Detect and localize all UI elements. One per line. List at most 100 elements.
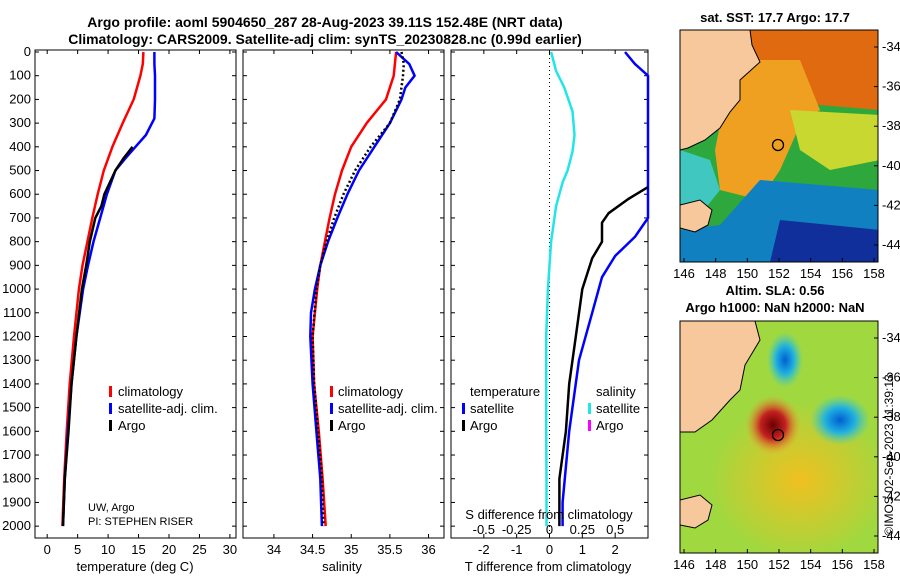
lon-tick-label: 154: [800, 557, 822, 572]
series-climatology: [311, 51, 398, 527]
lat-tick-label: -44: [882, 237, 900, 252]
figure-title-line1: Argo profile: aoml 5904650_287 28-Aug-20…: [87, 14, 563, 30]
sla-land-mainland: [680, 321, 761, 433]
lon-tick-label: 158: [863, 557, 885, 572]
lat-tick-label: -34: [882, 39, 900, 54]
x-tick-label: 34.5: [300, 542, 325, 557]
y-tick-label: 1300: [2, 352, 31, 367]
x-tick-label: 5: [74, 542, 81, 557]
x-tick-label: 30: [223, 542, 237, 557]
legend-swatch-climatology: [109, 386, 112, 397]
y-tick-label: 1600: [2, 423, 31, 438]
y-tick-label: 600: [9, 186, 31, 201]
x2-tick-label: -0.25: [502, 522, 532, 537]
lon-tick-label: 152: [768, 266, 790, 281]
y-tick-label: 1100: [3, 305, 31, 320]
legend-s-satellite: satellite: [596, 401, 640, 416]
x-tick-label: 2: [612, 542, 619, 557]
lat-tick-label: -44: [882, 528, 900, 543]
lon-tick-label: 156: [831, 266, 853, 281]
x2-tick-label: 0.5: [606, 522, 624, 537]
lon-tick-label: 148: [705, 266, 727, 281]
legend-swatch-climatology: [330, 386, 333, 397]
lat-tick-label: -36: [882, 370, 900, 385]
lon-tick-label: 154: [800, 266, 822, 281]
sst-warm-current: [715, 60, 820, 200]
series-climatology: [61, 51, 145, 527]
legend-argo: Argo: [338, 418, 365, 433]
diff-xlabel: T difference from climatology: [465, 559, 632, 574]
series-argo: [61, 146, 134, 527]
legend-swatch-t-satellite: [462, 403, 465, 414]
x-tick-label: 10: [101, 542, 115, 557]
x2-tick-label: -0.5: [473, 522, 495, 537]
y-tick-label: 200: [9, 91, 31, 106]
x-tick-label: 0: [546, 542, 553, 557]
lat-tick-label: -42: [882, 197, 900, 212]
sst-map-title: sat. SST: 17.7 Argo: 17.7: [700, 10, 850, 25]
legend-t-satellite: satellite: [470, 401, 514, 416]
credit-source: UW, Argo: [88, 502, 134, 514]
series-temperature-satellite: [561, 51, 650, 527]
temperature-legend: climatology satellite-adj. clim. Argo: [109, 384, 218, 433]
lat-tick-label: -36: [882, 79, 900, 94]
legend-satellite: satellite-adj. clim.: [118, 401, 218, 416]
lon-tick-label: 150: [736, 266, 758, 281]
x-tick-label: 36: [421, 542, 435, 557]
sla-cold-eddy-east: [810, 395, 870, 445]
legend-swatch-t-argo: [462, 420, 465, 431]
y-tick-label: 100: [9, 68, 31, 83]
x-tick-label: 15: [131, 542, 145, 557]
sst-cold-south: [770, 220, 878, 262]
lat-tick-label: -42: [882, 488, 900, 503]
diff-xlabel-salinity: S difference from climatology: [465, 507, 633, 522]
y-tick-label: 1400: [2, 376, 31, 391]
salinity-xlabel: salinity: [322, 559, 362, 574]
sst-front: [790, 110, 878, 170]
legend-title-temperature: temperature: [470, 384, 540, 399]
imos-timestamp: ©IMOS 02-Sep-2023 11:39:13: [882, 374, 896, 536]
y-tick-label: 700: [9, 210, 31, 225]
lon-tick-label: 148: [705, 557, 727, 572]
legend-satellite: satellite-adj. clim.: [338, 401, 438, 416]
salinity-legend: climatology satellite-adj. clim. Argo: [330, 384, 438, 433]
sst-land-mainland: [680, 30, 761, 151]
legend-swatch-argo: [330, 420, 333, 431]
sst-argo-location-marker: [771, 138, 785, 152]
y-tick-label: 1000: [2, 281, 31, 296]
series-satellite-adj-clim-: [309, 51, 416, 527]
lon-tick-label: 158: [863, 266, 885, 281]
legend-climatology: climatology: [118, 384, 184, 399]
lat-tick-label: -40: [882, 158, 900, 173]
series-temperature-argo: [558, 186, 649, 527]
sst-land-tasmania: [680, 199, 713, 233]
sst-map: -34 -36 -38 -40 -42 -44 146 148 150 152 154 156 158: [673, 29, 900, 281]
x-tick-label: 35: [344, 542, 358, 557]
lon-tick-label: 150: [736, 557, 758, 572]
figure-title-line2: Climatology: CARS2009. Satellite-adj cli…: [68, 31, 582, 47]
y-tick-label: 900: [9, 257, 31, 272]
x-tick-label: -2: [478, 542, 490, 557]
sla-map-title-2: Argo h1000: NaN h2000: NaN: [685, 300, 865, 315]
lon-tick-label: 146: [673, 557, 695, 572]
legend-title-salinity: salinity: [596, 384, 636, 399]
credit-pi: PI: STEPHEN RISER: [88, 516, 193, 528]
y-tick-label: 1500: [2, 400, 31, 415]
y-tick-label: 1800: [2, 471, 31, 486]
temperature-panel: 0100200300400500600700800900100011001200…: [2, 44, 237, 557]
lon-tick-label: 152: [768, 557, 790, 572]
sla-land-tasmania: [680, 494, 713, 529]
y-tick-label: 300: [9, 115, 31, 130]
sla-warm-eddy: [745, 395, 801, 455]
sla-map: -34 -36 -38 -40 -42 -44 146 148 150 152 154 156 158: [673, 320, 900, 572]
y-tick-label: 500: [9, 163, 31, 178]
lat-tick-label: -34: [882, 330, 900, 345]
legend-swatch-s-argo: [588, 420, 591, 431]
lat-tick-label: -38: [882, 118, 900, 133]
y-tick-label: 400: [9, 139, 31, 154]
temperature-xlabel: temperature (deg C): [76, 559, 193, 574]
legend-swatch-s-satellite: [588, 403, 591, 414]
y-tick-label: 2000: [2, 518, 31, 533]
x2-tick-label: 0.25: [570, 522, 595, 537]
